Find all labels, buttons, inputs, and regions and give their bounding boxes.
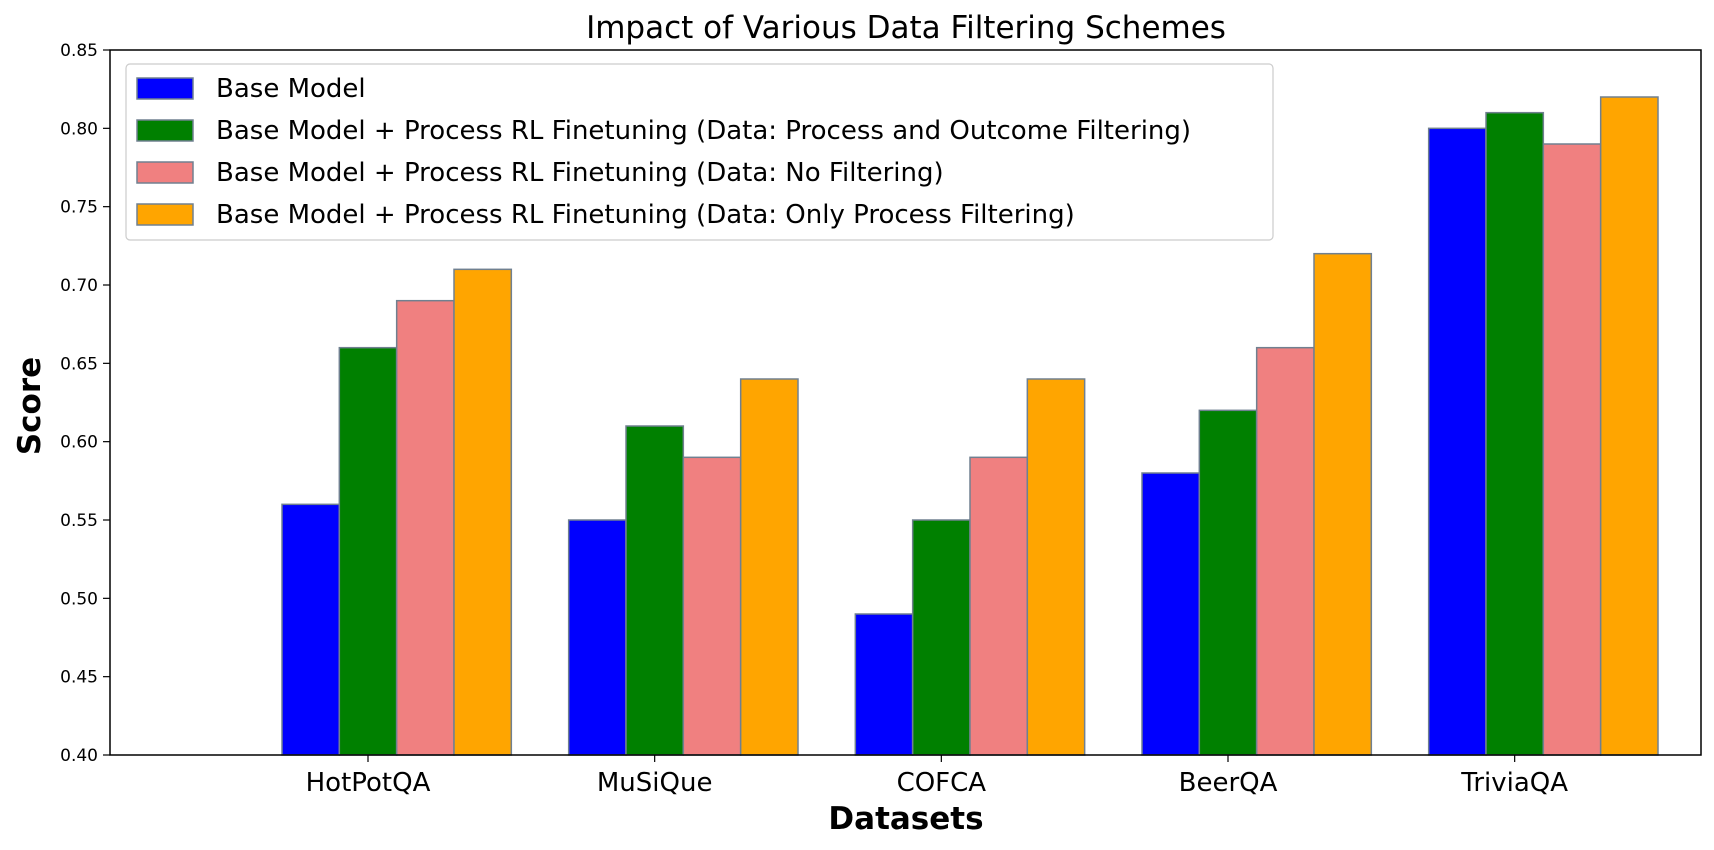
bar-hotpotqa-series-2 xyxy=(338,346,398,756)
y-axis-ticks: 0.40 0.45 0.50 0.55 0.60 0.65 0.70 0.75 0.80 0.85 xyxy=(60,41,110,766)
chart-title: Impact of Various Data Filtering Schemes xyxy=(586,10,1226,46)
x-tick-label-beerqa: BeerQA xyxy=(1179,768,1278,798)
x-axis-label: Datasets xyxy=(828,801,983,837)
y-tick-label: 0.80 xyxy=(60,119,98,139)
bar-musique-series-1 xyxy=(567,519,627,756)
bar-beerqa-series-1 xyxy=(1141,472,1201,756)
y-tick-label: 0.40 xyxy=(60,746,98,766)
bar-cofca-series-4 xyxy=(1026,378,1086,756)
legend-swatch-1 xyxy=(136,77,194,100)
x-tick-label-musique: MuSiQue xyxy=(597,768,713,798)
bar-cofca-series-3 xyxy=(969,456,1029,756)
bar-musique-series-3 xyxy=(682,456,742,756)
legend-swatch-2 xyxy=(136,119,194,142)
legend-swatch-3 xyxy=(136,161,194,184)
bar-triviaqa-series-3 xyxy=(1542,143,1602,756)
bar-hotpotqa-series-3 xyxy=(395,299,455,756)
y-tick-label: 0.85 xyxy=(60,41,98,61)
legend-label-1: Base Model xyxy=(216,74,366,104)
y-tick-label: 0.70 xyxy=(60,276,98,296)
x-tick-label-triviaqa: TriviaQA xyxy=(1460,768,1568,798)
bar-triviaqa-series-1 xyxy=(1427,127,1487,756)
legend-swatch-4 xyxy=(136,203,194,226)
x-tick-label-hotpotqa: HotPotQA xyxy=(306,768,431,798)
plot-frame xyxy=(109,49,1702,756)
legend: Base Model Base Model + Process RL Finetu… xyxy=(125,63,1274,241)
bars-layer xyxy=(281,96,1659,756)
y-tick-label: 0.60 xyxy=(60,433,98,453)
bar-cofca-series-1 xyxy=(854,613,914,756)
bar-triviaqa-series-2 xyxy=(1485,111,1545,756)
bar-hotpotqa-series-1 xyxy=(281,503,341,756)
y-axis-label: Score xyxy=(12,357,48,455)
y-tick-label: 0.45 xyxy=(60,668,98,688)
legend-label-4: Base Model + Process RL Finetuning (Data… xyxy=(216,200,1075,230)
legend-box xyxy=(125,63,1274,241)
x-tick-label-cofca: COFCA xyxy=(897,768,987,798)
y-tick-label: 0.65 xyxy=(60,354,98,374)
y-tick-label: 0.55 xyxy=(60,511,98,531)
bar-musique-series-4 xyxy=(739,378,799,756)
bar-hotpotqa-series-4 xyxy=(453,268,513,756)
y-tick-label: 0.50 xyxy=(60,589,98,609)
x-axis-ticks: HotPotQA MuSiQue COFCA BeerQA TriviaQA xyxy=(306,755,1568,798)
y-tick-label: 0.75 xyxy=(60,198,98,218)
bar-beerqa-series-2 xyxy=(1198,409,1258,756)
bar-cofca-series-2 xyxy=(911,519,971,756)
bar-triviaqa-series-4 xyxy=(1599,96,1659,756)
bar-beerqa-series-3 xyxy=(1255,346,1315,756)
bar-beerqa-series-4 xyxy=(1313,252,1373,756)
legend-label-2: Base Model + Process RL Finetuning (Data… xyxy=(216,116,1191,146)
legend-label-3: Base Model + Process RL Finetuning (Data… xyxy=(216,158,944,188)
bar-musique-series-2 xyxy=(625,425,685,756)
